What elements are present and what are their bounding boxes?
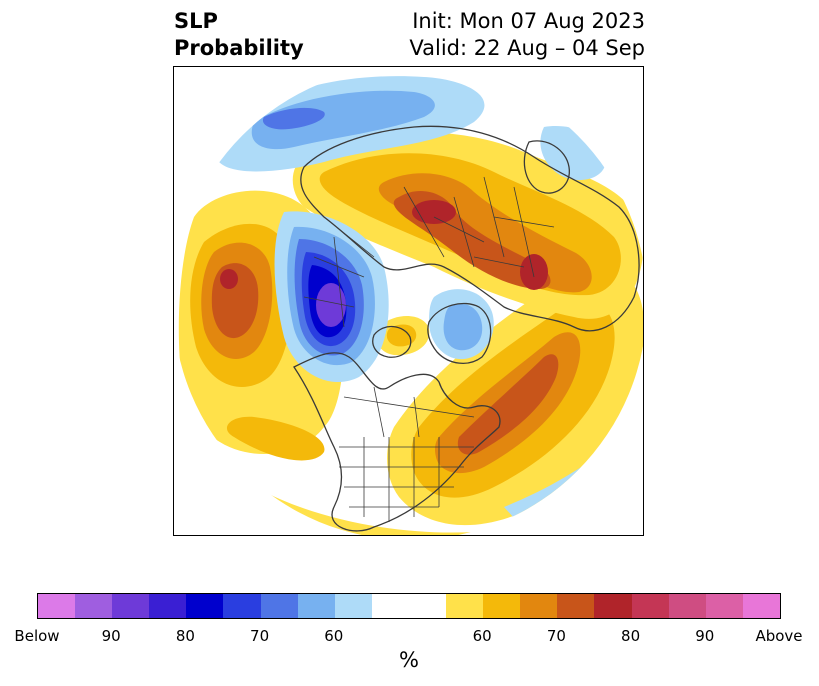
colorbar-swatch [334,594,372,618]
contour-arctic-below-70 [251,90,435,150]
coastline-greenland [427,302,492,364]
colorbar-swatch [668,594,706,618]
colorbar-tick-label: Below [14,627,60,645]
contour-europe-core-west [412,200,456,224]
colorbar-tick-label: 70 [250,627,270,645]
colorbar-tick-label: 70 [546,627,566,645]
contour-asia-core [316,283,346,327]
colorbar-swatch [483,594,521,618]
colorbar-swatch [260,594,298,618]
colorbar-tick-label: 80 [175,627,195,645]
colorbar-swatch [75,594,113,618]
title-variable-line1: SLP [174,9,218,33]
plot-title-dates: Init: Mon 07 Aug 2023 Valid: 22 Aug – 04… [409,8,645,62]
borders-us-states [339,437,474,522]
map-panel [173,66,644,536]
title-variable-line2: Probability [174,36,304,60]
colorbar-tick-label: 60 [324,627,344,645]
colorbar-swatch [297,594,335,618]
probability-map [174,76,643,535]
valid-date: Valid: 22 Aug – 04 Sep [409,36,645,60]
contour-pacific-core [220,269,238,289]
coastline-scandinavia [523,140,570,194]
plot-title-variable: SLP Probability [174,8,304,62]
colorbar-swatch [112,594,150,618]
contour-atlantic-below-60 [504,417,643,529]
colorbar-swatch [742,594,780,618]
colorbar-tick-label: 80 [621,627,641,645]
colorbar-swatch [223,594,261,618]
colorbar [37,593,781,619]
colorbar-swatch [38,594,76,618]
colorbar-tick-label: 90 [101,627,121,645]
borders-asia [303,216,375,328]
coastline-eurasia [300,125,640,332]
colorbar-tick-label: 90 [695,627,715,645]
colorbar-swatch [371,594,447,618]
colorbar-tick-label: Above [755,627,803,645]
contour-hudson-70 [386,324,417,347]
colorbar-swatch [631,594,669,618]
borders-europe [403,176,555,278]
colorbar-tick-label: 60 [472,627,492,645]
init-date: Init: Mon 07 Aug 2023 [412,9,645,33]
coastline-north-america [293,352,501,532]
contour-europe-core-east [520,254,548,290]
contour-south-arc-70 [226,416,325,461]
colorbar-unit-label: % [399,648,419,672]
colorbar-swatch [594,594,632,618]
borders-canada [343,386,475,438]
colorbar-swatch [520,594,558,618]
colorbar-swatch [149,594,187,618]
contour-atlantic-90 [457,354,559,455]
colorbar-swatch [186,594,224,618]
colorbar-swatch [446,594,484,618]
colorbar-swatch [557,594,595,618]
contour-arctic-below-80 [262,107,325,130]
contour-greenland-70 [443,303,483,351]
colorbar-swatch [705,594,743,618]
coastline-hudson-bay [372,325,412,358]
map-outlines [293,125,640,532]
